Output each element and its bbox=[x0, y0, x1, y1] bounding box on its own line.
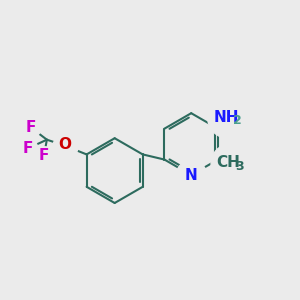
Text: F: F bbox=[26, 120, 36, 135]
Text: 2: 2 bbox=[233, 115, 242, 128]
Text: O: O bbox=[58, 136, 71, 152]
Text: N: N bbox=[185, 167, 198, 182]
Text: CH: CH bbox=[216, 155, 240, 170]
Text: F: F bbox=[39, 148, 49, 164]
Text: NH: NH bbox=[214, 110, 240, 125]
Text: 3: 3 bbox=[235, 160, 244, 173]
Text: F: F bbox=[22, 141, 33, 156]
